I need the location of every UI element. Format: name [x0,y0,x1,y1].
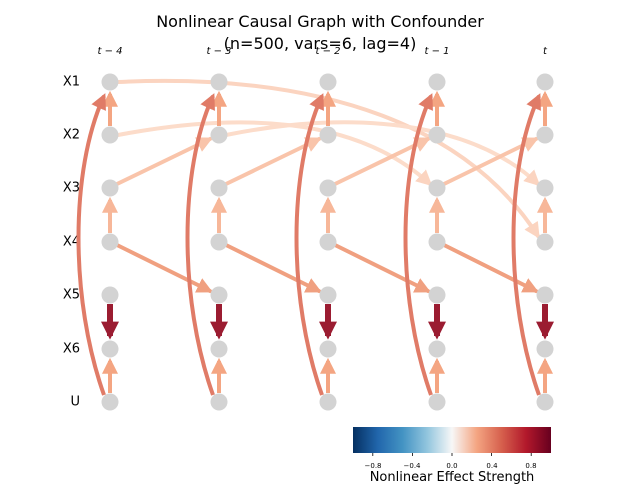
var-label-x6: X6 [62,341,80,357]
node-x1 [536,73,554,91]
node-x2 [536,126,554,144]
var-label-x1: X1 [62,74,80,90]
node-x2 [101,126,119,144]
node-x6 [101,340,119,358]
node-x2 [428,126,446,144]
colorbar-tick-label: 0.8 [525,462,537,470]
node-x6 [319,340,337,358]
lagged-edges [115,78,541,293]
var-label-x3: X3 [62,180,80,196]
edge-u-to-x1 [403,93,433,396]
contemporaneous-edges [76,90,554,396]
node-x2 [210,126,228,144]
edge-x4-to-x5-3 [333,243,431,293]
node-x3 [101,179,119,197]
node-u [210,393,228,411]
edge-u-to-x1 [294,93,324,396]
figure-subtitle: (n=500, vars=6, lag=4) [223,34,417,53]
edges-column-4 [403,90,446,396]
var-label-u: U [70,394,80,410]
edge-u-to-x1 [76,93,106,396]
node-x6 [210,340,228,358]
node-x3 [536,179,554,197]
time-label-t: t [543,46,547,57]
node-column-t-minus-1 [428,73,446,411]
node-column-t-minus-3 [210,73,228,411]
var-label-x4: X4 [62,234,80,250]
colorbar-tick-label: 0.0 [446,462,458,470]
node-x2 [319,126,337,144]
node-x1 [319,73,337,91]
node-x6 [536,340,554,358]
edge-x4-to-x5-1 [115,243,213,293]
node-column-t [536,73,554,411]
nodes [101,73,554,411]
node-x4 [319,233,337,251]
edge-x2-lag3-to-x3-b [224,120,541,187]
time-label-t-minus-3: t − 3 [206,46,232,57]
node-u [428,393,446,411]
colorbar-gradient [353,427,551,453]
time-label-t-minus-4: t − 4 [97,46,123,57]
node-x4 [101,233,119,251]
edge-x4-to-x5-2 [224,243,322,293]
node-x4 [536,233,554,251]
edge-u-to-x1 [185,93,215,396]
edges-column-1 [76,90,119,396]
node-column-t-minus-4 [101,73,119,411]
node-x5 [428,286,446,304]
node-x4 [428,233,446,251]
node-x5 [210,286,228,304]
edges-column-5 [511,90,554,396]
colorbar-tick-label: 0.4 [486,462,498,470]
node-x1 [210,73,228,91]
time-label-t-minus-2: t − 2 [315,46,341,57]
node-u [319,393,337,411]
time-label-t-minus-1: t − 1 [424,46,450,57]
node-x1 [428,73,446,91]
edges-column-2 [185,90,228,396]
node-x3 [319,179,337,197]
colorbar-tick-label: −0.8 [364,462,382,470]
node-x5 [101,286,119,304]
edge-x4-to-x5-4 [442,243,539,293]
node-x4 [210,233,228,251]
node-u [536,393,554,411]
node-u [101,393,119,411]
var-label-x5: X5 [62,287,80,303]
edge-x3-to-x2-1 [115,137,213,186]
node-x1 [101,73,119,91]
node-x5 [536,286,554,304]
edge-u-to-x1 [511,93,541,396]
edge-x3-to-x2-2 [224,137,322,186]
colorbar [353,427,551,456]
node-x3 [210,179,228,197]
edge-x1-lag4-to-x4 [116,78,540,239]
node-x6 [428,340,446,358]
var-label-x2: X2 [62,127,80,143]
edges-column-3 [294,90,337,396]
colorbar-label: Nonlinear Effect Strength [369,470,535,485]
node-x5 [319,286,337,304]
edge-x3-to-x2-3 [333,137,431,186]
node-x3 [428,179,446,197]
edge-x2-lag3-to-x3-a [116,120,433,187]
colorbar-tick-label: −0.4 [403,462,421,470]
node-column-t-minus-2 [319,73,337,411]
figure-title: Nonlinear Causal Graph with Confounder [156,12,484,31]
